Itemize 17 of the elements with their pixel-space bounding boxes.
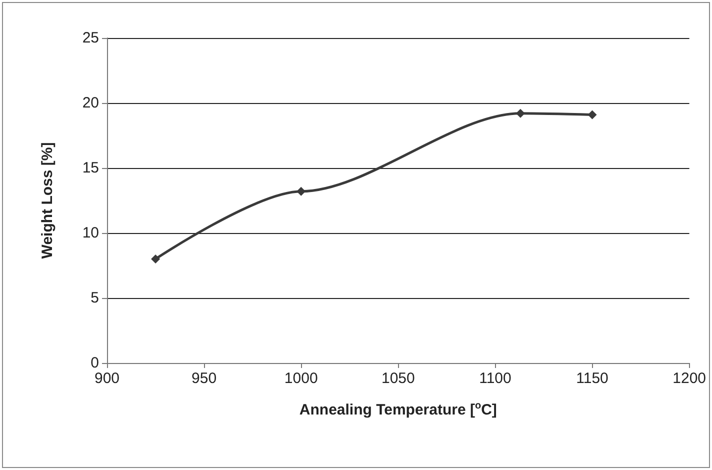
- x-tick-label: 1200: [672, 370, 706, 387]
- y-tick-label: 15: [82, 160, 99, 176]
- y-tick-label: 25: [82, 30, 99, 46]
- x-tick-label: 1000: [284, 370, 318, 387]
- y-axis-title: Weight Loss [%]: [39, 142, 56, 259]
- y-tick-label: 10: [82, 224, 99, 242]
- x-tick-label: 1050: [381, 370, 415, 387]
- y-tick-label: 0: [90, 354, 99, 372]
- y-tick-label: 20: [82, 94, 99, 112]
- x-tick-label: 1100: [479, 370, 512, 387]
- y-tick-label: 5: [90, 290, 99, 306]
- x-tick-label: 950: [192, 370, 217, 387]
- x-tick-label: 900: [94, 370, 120, 387]
- point: [151, 254, 160, 264]
- point: [588, 110, 597, 120]
- x-tick-label: 1150: [576, 370, 608, 387]
- point: [516, 108, 525, 118]
